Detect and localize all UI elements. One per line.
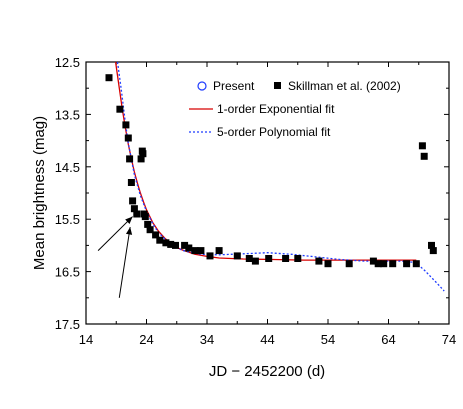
data-point bbox=[369, 257, 377, 265]
annotation-arrow-shaft bbox=[97, 216, 133, 251]
data-point bbox=[233, 252, 241, 260]
fit-lines bbox=[114, 61, 445, 292]
data-point bbox=[172, 241, 179, 249]
data-point bbox=[127, 179, 135, 186]
data-point bbox=[215, 247, 223, 255]
data-point bbox=[429, 247, 437, 255]
data-point bbox=[141, 213, 149, 221]
data-point bbox=[124, 134, 132, 142]
annotation-arrow-shaft bbox=[118, 226, 131, 298]
data-point bbox=[324, 260, 332, 268]
y-tick-label: 17.5 bbox=[55, 317, 80, 332]
x-tick-label: 44 bbox=[260, 332, 274, 347]
data-point bbox=[428, 241, 435, 249]
x-tick-label: 54 bbox=[321, 332, 335, 347]
x-tick-label: 34 bbox=[200, 332, 214, 347]
x-tick-label: 74 bbox=[442, 332, 456, 347]
legend-label-present: Present bbox=[213, 79, 255, 93]
data-point bbox=[282, 255, 290, 262]
data-point bbox=[185, 244, 193, 252]
data-point bbox=[315, 257, 323, 265]
x-tick-label: 64 bbox=[381, 332, 395, 347]
y-tick-label: 16.5 bbox=[55, 265, 80, 280]
data-point bbox=[146, 226, 154, 234]
data-point bbox=[137, 155, 145, 163]
data-point bbox=[122, 121, 130, 129]
data-point bbox=[167, 240, 175, 248]
data-point bbox=[412, 260, 420, 268]
data-point bbox=[374, 260, 382, 268]
data-point bbox=[152, 231, 160, 239]
data-point bbox=[265, 255, 273, 262]
data-point bbox=[420, 152, 428, 160]
data-point bbox=[345, 260, 353, 268]
data-point bbox=[129, 197, 137, 205]
data-point bbox=[197, 247, 205, 255]
legend: Present Skillman et al. (2002) 1-order E… bbox=[189, 79, 401, 139]
data-point bbox=[181, 241, 189, 249]
data-point bbox=[105, 74, 113, 82]
data-point bbox=[139, 150, 147, 158]
y-tick-label: 13.5 bbox=[55, 107, 80, 122]
data-point bbox=[403, 260, 411, 268]
data-point bbox=[389, 260, 397, 268]
data-point bbox=[133, 210, 141, 218]
data-point bbox=[245, 255, 253, 262]
y-tick-label: 14.5 bbox=[55, 160, 80, 175]
data-point bbox=[130, 205, 138, 213]
data-point bbox=[294, 255, 302, 262]
annotation-arrows bbox=[97, 216, 133, 298]
data-point bbox=[251, 257, 259, 265]
x-tick-label: 14 bbox=[79, 332, 93, 347]
data-point bbox=[116, 105, 124, 113]
annotation-arrow-head bbox=[125, 216, 133, 224]
polynomial-fit-line bbox=[116, 61, 445, 292]
y-tick-label: 12.5 bbox=[55, 55, 80, 70]
data-point bbox=[144, 220, 152, 228]
legend-marker-skillman bbox=[274, 82, 281, 89]
data-point bbox=[156, 236, 164, 244]
legend-label-exponential: 1-order Exponential fit bbox=[217, 102, 335, 116]
x-tick-label: 24 bbox=[139, 332, 153, 347]
data-point bbox=[126, 155, 134, 163]
legend-label-skillman: Skillman et al. (2002) bbox=[288, 79, 401, 93]
ticks-layer: 14 24 34 44 54 64 74 12.5 13.5 14.5 15.5 16.5 17.5 bbox=[55, 55, 457, 347]
data-point bbox=[162, 239, 170, 247]
y-tick-label: 15.5 bbox=[55, 212, 80, 227]
x-axis-title: JD − 2452200 (d) bbox=[209, 363, 325, 380]
annotation-arrow-head bbox=[125, 227, 133, 235]
data-point bbox=[206, 252, 214, 260]
data-point bbox=[191, 247, 199, 255]
data-point bbox=[380, 260, 388, 268]
y-axis-title: Mean brightness (mag) bbox=[31, 116, 48, 270]
data-point bbox=[418, 142, 426, 150]
data-points bbox=[105, 74, 437, 268]
legend-marker-present bbox=[197, 81, 207, 91]
legend-label-polynomial: 5-order Polynomial fit bbox=[217, 125, 331, 139]
